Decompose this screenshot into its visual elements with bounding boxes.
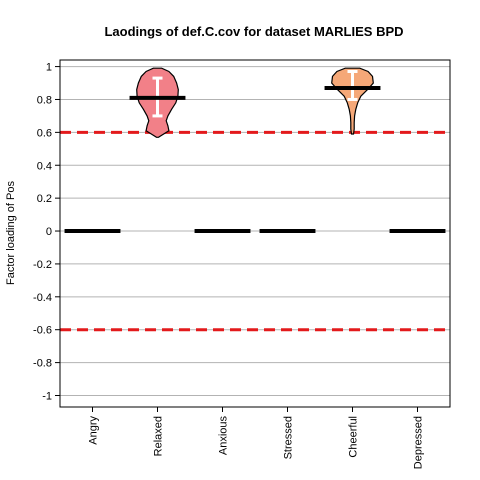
y-tick-label: -0.8: [33, 358, 52, 370]
y-tick-label: 1: [46, 62, 52, 74]
y-tick-label: 0.4: [37, 160, 52, 172]
x-tick-label: Depressed: [413, 416, 425, 469]
x-axis: Angry Relaxed Anxious Stressed Cheerful Depre…: [88, 406, 425, 469]
y-tick-label: 0.2: [37, 193, 52, 205]
y-tick-label: 0: [46, 226, 52, 238]
y-tick-label: -0.6: [33, 325, 52, 337]
plot-frame: [59, 59, 451, 408]
x-tick-label: Angry: [88, 416, 100, 445]
chart-title: Laodings of def.C.cov for dataset MARLIE…: [104, 24, 403, 39]
x-tick-label: Anxious: [218, 416, 230, 456]
y-tick-label: -1: [42, 390, 52, 402]
x-tick-label: Stressed: [283, 416, 295, 459]
violins: [136, 67, 374, 138]
x-tick-label: Cheerful: [348, 416, 360, 458]
violin-cheerful: [331, 67, 374, 135]
y-tick-label: -0.4: [33, 292, 52, 304]
y-tick-label: 0.6: [37, 127, 52, 139]
threshold-lines: [60, 130, 450, 332]
y-axis: 1 0.8 0.6 0.4 0.2 0 -0.2 -0.4 -0.6 -0.8 -1: [33, 62, 60, 402]
y-axis-label: Factor loading of Pos: [5, 181, 17, 285]
y-tick-label: -0.2: [33, 259, 52, 271]
estimate-bars: [64, 85, 446, 234]
y-tick-label: 0.8: [37, 94, 52, 106]
x-tick-label: Relaxed: [153, 416, 165, 456]
